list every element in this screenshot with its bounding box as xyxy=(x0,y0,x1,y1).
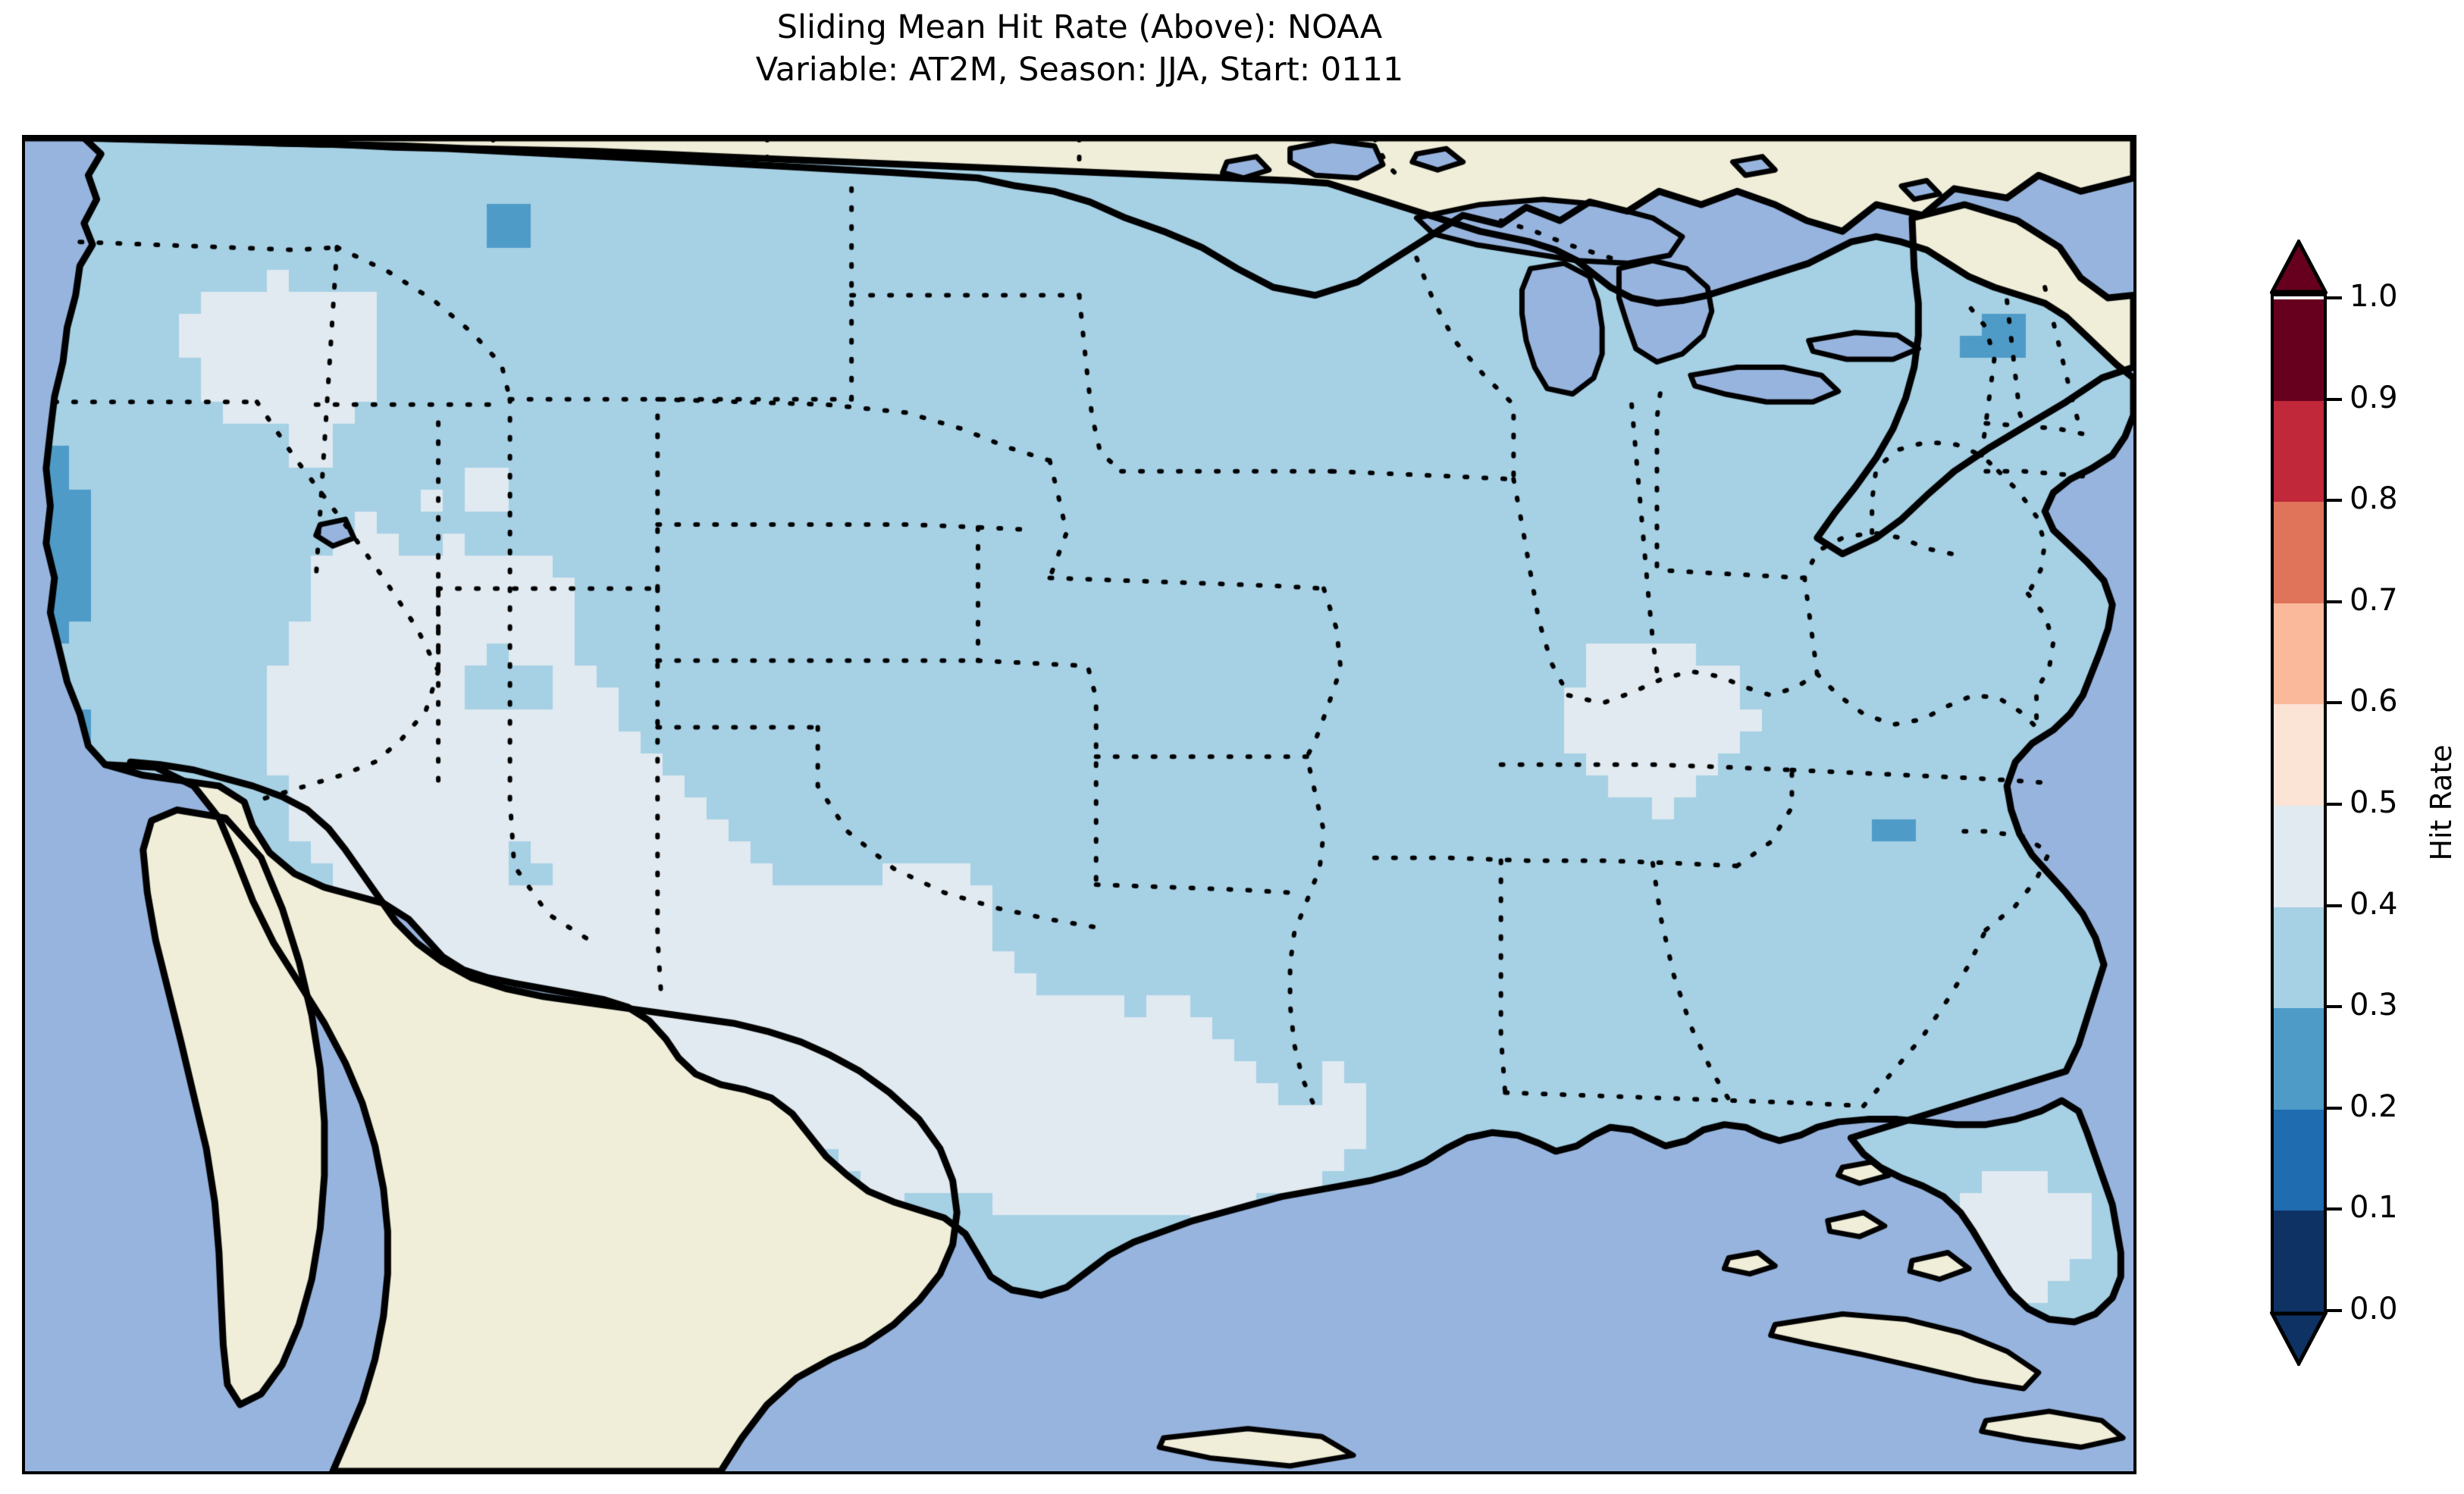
hit-rate-heatmap xyxy=(25,138,2133,1471)
colorbar-segment xyxy=(2274,1109,2324,1211)
colorbar[interactable]: 1.0 0.9 0.8 0.7 0.6 0.5 0.4 0.3 0.2 0.1 0.0 Hit Ra… xyxy=(2270,240,2458,1366)
colorbar-tick-label: 0.9 xyxy=(2350,380,2398,415)
title-line-1: Sliding Mean Hit Rate (Above): NOAA xyxy=(776,8,1383,46)
colorbar-tick xyxy=(2327,499,2342,503)
colorbar-tick-label: 0.0 xyxy=(2350,1292,2398,1326)
colorbar-segment xyxy=(2274,299,2324,402)
colorbar-tick-label: 0.7 xyxy=(2350,582,2398,618)
map-axes[interactable] xyxy=(22,135,2136,1474)
colorbar-tick-label: 0.5 xyxy=(2350,785,2398,820)
colorbar-tick xyxy=(2327,397,2342,401)
colorbar-tick xyxy=(2327,296,2342,299)
title-line-2: Variable: AT2M, Season: JJA, Start: 0111 xyxy=(755,51,1404,89)
colorbar-tick-label: 0.4 xyxy=(2350,886,2398,922)
colorbar-tick-label: 1.0 xyxy=(2350,279,2398,314)
colorbar-tick-label: 0.8 xyxy=(2350,481,2398,517)
colorbar-gradient xyxy=(2271,293,2327,1313)
colorbar-segment xyxy=(2274,603,2324,705)
colorbar-segment xyxy=(2274,1211,2324,1313)
colorbar-tick xyxy=(2327,1106,2342,1110)
colorbar-segment xyxy=(2274,400,2324,503)
colorbar-tick xyxy=(2327,803,2342,806)
colorbar-tick xyxy=(2327,1207,2342,1211)
colorbar-segment xyxy=(2274,907,2324,1009)
colorbar-tick xyxy=(2327,1005,2342,1009)
colorbar-tick xyxy=(2327,701,2342,705)
colorbar-extend-top-arrow xyxy=(2270,240,2328,294)
colorbar-tick xyxy=(2327,1309,2342,1312)
colorbar-tick-label: 0.1 xyxy=(2350,1190,2398,1226)
colorbar-segment xyxy=(2274,502,2324,604)
colorbar-axis-label: Hit Rate xyxy=(2425,744,2458,861)
colorbar-tick-label: 0.2 xyxy=(2350,1088,2398,1124)
colorbar-extend-bottom-arrow xyxy=(2270,1311,2328,1366)
colorbar-segment xyxy=(2274,1008,2324,1110)
figure-title: Sliding Mean Hit Rate (Above): NOAA Vari… xyxy=(0,6,2159,91)
colorbar-tick xyxy=(2327,904,2342,907)
colorbar-segment xyxy=(2274,806,2324,908)
colorbar-segment xyxy=(2274,704,2324,807)
colorbar-tick-label: 0.3 xyxy=(2350,988,2398,1023)
colorbar-tick-label: 0.6 xyxy=(2350,684,2398,719)
colorbar-tick xyxy=(2327,600,2342,603)
